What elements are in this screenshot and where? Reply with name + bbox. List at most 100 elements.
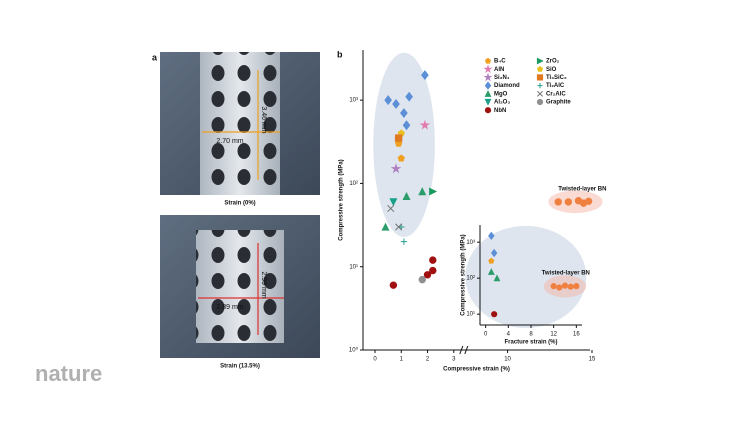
legend-label: SiO xyxy=(546,67,557,73)
legend-marker xyxy=(483,72,493,82)
legend-marker xyxy=(484,90,492,97)
point xyxy=(384,95,392,106)
legend-marker xyxy=(484,107,492,114)
y-tick-label: 10¹ xyxy=(466,312,475,318)
point xyxy=(394,134,403,142)
point xyxy=(390,163,402,174)
legend-marker xyxy=(536,74,544,81)
point xyxy=(556,284,563,291)
point xyxy=(418,187,427,196)
point xyxy=(573,283,580,290)
point xyxy=(488,257,495,264)
point xyxy=(389,198,398,207)
point xyxy=(395,223,403,231)
point xyxy=(429,266,437,275)
x-tick-label: 8 xyxy=(529,332,533,338)
photo-top xyxy=(160,52,320,195)
caption: Strain (13.5%) xyxy=(220,364,260,370)
point xyxy=(402,120,411,131)
x-tick-label: 1 xyxy=(400,357,404,363)
y-tick-label: 10² xyxy=(466,276,475,282)
legend-label: Diamond xyxy=(494,83,520,89)
measure: 3.46 mm xyxy=(260,106,267,133)
point xyxy=(402,192,411,201)
measure: 2.89 mm xyxy=(216,304,243,311)
legend-marker xyxy=(484,98,492,106)
point xyxy=(490,248,498,258)
y-axis-label: Compressive strength (MPa) xyxy=(461,234,467,315)
measure: 2.99 mm xyxy=(260,271,267,298)
point xyxy=(397,154,405,162)
y-tick-label: 10³ xyxy=(349,98,358,104)
legend-label: B₄C xyxy=(494,59,506,65)
x-tick-label: 10 xyxy=(504,357,511,363)
panel-label: a xyxy=(152,52,158,62)
caption: Strain (0%) xyxy=(224,201,255,207)
measure: 2.70 mm xyxy=(216,138,243,145)
point xyxy=(418,275,426,284)
point xyxy=(387,204,395,213)
x-tick-label: 16 xyxy=(573,332,580,338)
legend-marker xyxy=(537,90,543,97)
legend-marker xyxy=(484,57,492,64)
x-axis-label: Fracture strain (%) xyxy=(504,340,557,346)
point xyxy=(395,139,403,147)
legend-label: Ti₂AlC xyxy=(546,83,565,89)
point xyxy=(421,70,429,81)
point xyxy=(584,197,593,206)
panel-label: b xyxy=(337,49,343,59)
point xyxy=(554,198,562,206)
point xyxy=(550,283,557,290)
point xyxy=(381,222,390,231)
x-tick-label: 0 xyxy=(373,357,377,363)
point xyxy=(400,238,408,245)
x-tick-label: 3 xyxy=(452,357,456,363)
legend-label: AlN xyxy=(494,67,504,73)
point xyxy=(429,256,437,264)
point xyxy=(567,283,574,290)
legend-label: Ti₃SiC₂ xyxy=(546,75,567,81)
annotation: Twisted-layer BN xyxy=(542,271,590,277)
point xyxy=(419,119,431,130)
legend-label: ZrO₂ xyxy=(546,59,560,65)
point xyxy=(487,268,495,275)
legend-label: Graphite xyxy=(546,100,571,106)
y-tick-label: 10⁰ xyxy=(349,347,359,354)
legend-label: Si₃N₄ xyxy=(494,75,510,81)
x-tick-label: 2 xyxy=(426,357,430,363)
point xyxy=(392,98,400,109)
annotation: Twisted-layer BN xyxy=(558,186,606,192)
watermark: nature xyxy=(35,361,102,386)
x-tick-label: 12 xyxy=(550,332,557,338)
point xyxy=(405,91,413,102)
y-tick-label: 10¹ xyxy=(349,264,358,270)
x-axis-label: Compressive strain (%) xyxy=(443,367,510,373)
y-tick-label: 10³ xyxy=(466,240,475,246)
point xyxy=(491,311,498,318)
legend-marker xyxy=(483,64,493,74)
x-tick-label: 0 xyxy=(484,332,488,338)
point xyxy=(423,271,432,279)
legend-label: Al₂O₃ xyxy=(494,100,510,106)
point xyxy=(564,198,573,206)
photo-bottom xyxy=(160,215,320,358)
legend-label: NbN xyxy=(494,108,506,114)
legend-marker xyxy=(536,65,544,72)
point xyxy=(429,187,438,196)
point xyxy=(488,231,495,241)
point xyxy=(389,281,398,289)
x-tick-label: 4 xyxy=(507,332,511,338)
legend-marker xyxy=(484,81,492,90)
point xyxy=(493,274,501,282)
y-axis-label: Compressive strength (MPa) xyxy=(339,159,345,240)
legend-marker xyxy=(536,98,544,106)
legend-label: MgO xyxy=(494,91,508,97)
point xyxy=(561,282,569,289)
region xyxy=(373,52,435,237)
legend-marker xyxy=(536,57,544,65)
point xyxy=(400,108,408,119)
legend-marker xyxy=(537,83,543,89)
x-tick-label: 15 xyxy=(589,357,596,363)
y-tick-label: 10² xyxy=(349,181,358,187)
